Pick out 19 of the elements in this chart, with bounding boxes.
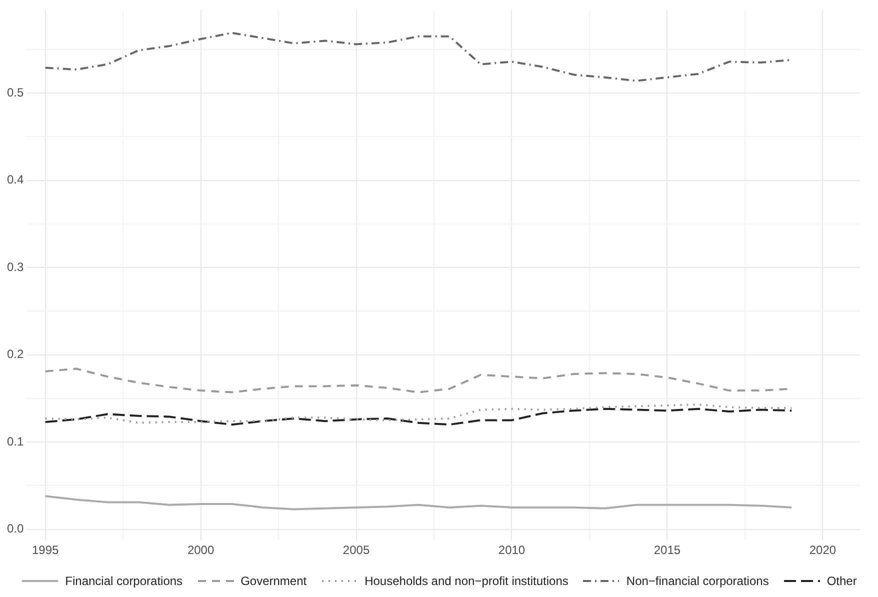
x-tick-label: 1995 bbox=[32, 543, 60, 558]
y-tick-label: 0.4 bbox=[6, 172, 24, 187]
y-tick-label: 0.3 bbox=[6, 260, 24, 274]
legend-label: Households and non−profit institutions bbox=[364, 574, 568, 588]
y-tick-label: 0.5 bbox=[6, 85, 24, 100]
legend-label: Government bbox=[240, 574, 307, 588]
legend-label: Other bbox=[826, 574, 857, 588]
line-series bbox=[44, 408, 793, 426]
x-tick-label: 2005 bbox=[342, 543, 370, 558]
line-series bbox=[44, 404, 793, 424]
legend-label: Non−financial corporations bbox=[626, 574, 769, 588]
legend-label: Financial corporations bbox=[65, 574, 183, 588]
y-tick-label: 0.1 bbox=[6, 434, 24, 448]
x-tick-label: 2000 bbox=[187, 543, 214, 558]
x-tick-label: 2015 bbox=[654, 543, 681, 558]
y-tick-label: 0.2 bbox=[6, 347, 24, 362]
x-tick-label: 2010 bbox=[498, 543, 526, 558]
x-tick-label: 2020 bbox=[809, 543, 836, 558]
y-tick-label: 0.0 bbox=[6, 522, 24, 536]
